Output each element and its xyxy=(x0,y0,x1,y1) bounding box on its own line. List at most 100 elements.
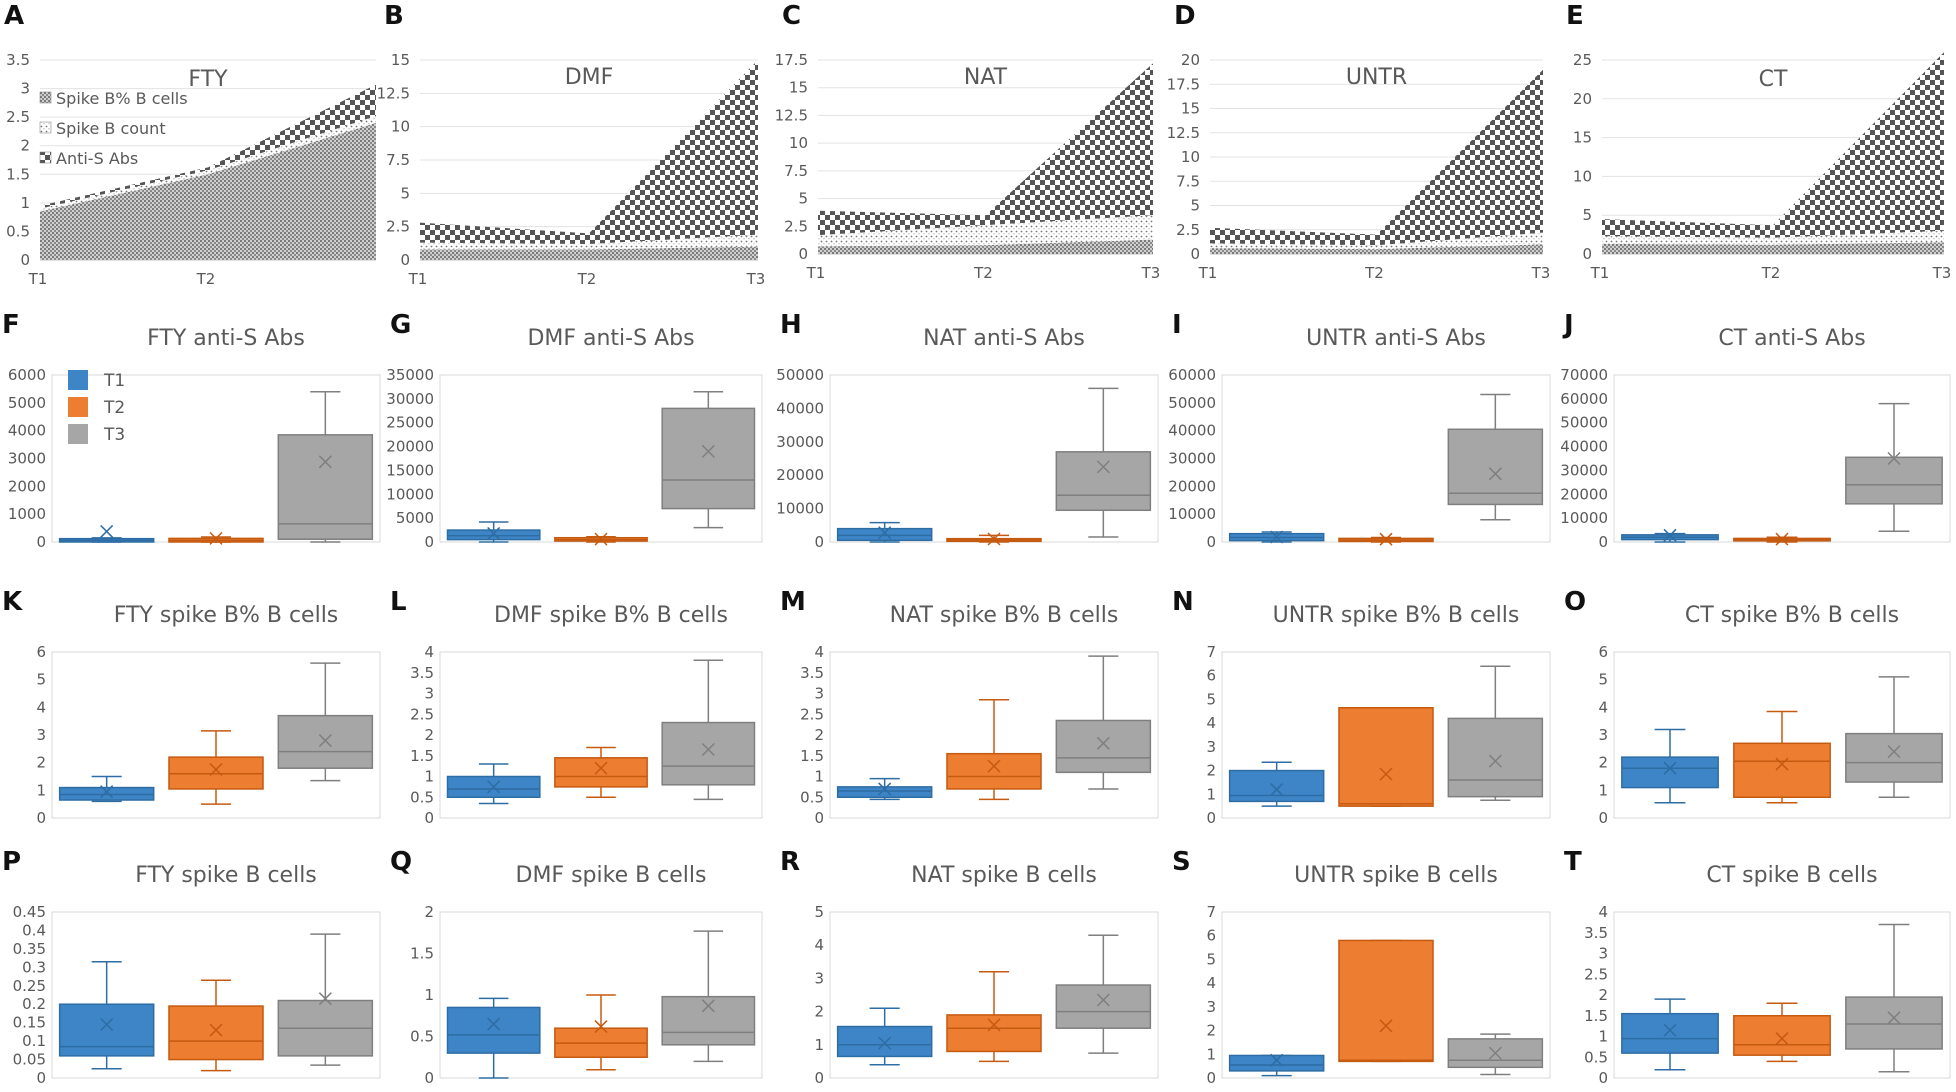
mean-marker xyxy=(878,782,892,796)
y-tick-label: 15000 xyxy=(386,461,434,479)
y-tick-label: 20000 xyxy=(776,466,824,484)
y-tick-label: 30000 xyxy=(1560,461,1608,479)
x-tick-label: T1 xyxy=(1590,264,1610,282)
chart-title: CT spike B% B cells xyxy=(1685,603,1899,628)
mean-marker xyxy=(1379,1019,1393,1033)
y-tick-label: 5000 xyxy=(8,394,46,412)
y-tick-label: 6 xyxy=(1206,667,1216,685)
y-tick-label: 5 xyxy=(1190,197,1200,215)
plot-frame xyxy=(51,651,381,819)
area-series-3 xyxy=(1602,52,1944,238)
x-tick-label: T2 xyxy=(577,270,597,288)
y-tick-label: 17.5 xyxy=(1167,75,1200,93)
mean-marker xyxy=(1096,993,1110,1007)
box-t3 xyxy=(1845,676,1943,798)
y-tick-label: 70000 xyxy=(1560,366,1608,384)
legend-label: T3 xyxy=(103,425,125,445)
y-tick-label: 20 xyxy=(1573,90,1592,108)
box-t3 xyxy=(1055,387,1152,538)
x-tick-label: T3 xyxy=(746,270,766,288)
mean-marker xyxy=(1488,467,1502,481)
area-series-3 xyxy=(818,63,1153,236)
x-tick-label: T1 xyxy=(806,264,826,282)
legend-label: Anti-S Abs xyxy=(56,149,138,168)
y-tick-label: 0 xyxy=(1190,245,1200,263)
box-t2 xyxy=(168,730,264,805)
box-t2 xyxy=(554,994,648,1071)
y-tick-label: 12.5 xyxy=(1167,124,1200,142)
y-tick-label: 2 xyxy=(1206,762,1216,780)
mean-marker xyxy=(1775,757,1789,771)
y-tick-label: 5 xyxy=(400,184,410,202)
box-iqr xyxy=(836,527,933,542)
y-tick-label: 4 xyxy=(814,936,824,954)
y-tick-label: 2 xyxy=(424,903,434,921)
box-iqr xyxy=(836,1025,933,1058)
mean-marker xyxy=(318,734,332,748)
plot-frame xyxy=(1613,651,1951,819)
panel-label: G xyxy=(390,310,411,340)
x-tick-label: T3 xyxy=(1531,264,1551,282)
chart-title: NAT anti-S Abs xyxy=(923,326,1085,351)
y-tick-label: 2 xyxy=(424,726,434,744)
y-tick-label: 30000 xyxy=(1168,450,1216,468)
area-series-1 xyxy=(40,122,376,260)
y-tick-label: 20000 xyxy=(1168,477,1216,495)
y-tick-label: 0.05 xyxy=(13,1051,46,1069)
y-tick-label: 15 xyxy=(391,51,410,69)
area-series-2 xyxy=(1602,230,1944,245)
legend-label: T2 xyxy=(103,398,125,418)
mean-marker xyxy=(487,1017,501,1031)
y-tick-label: 1 xyxy=(814,768,824,786)
y-tick-label: 40000 xyxy=(1168,422,1216,440)
box-iqr xyxy=(1228,769,1325,803)
panel-label: B xyxy=(384,1,404,31)
box-t1 xyxy=(58,524,155,543)
y-tick-label: 0.5 xyxy=(1584,1048,1608,1066)
y-tick-label: 5000 xyxy=(396,509,434,527)
y-tick-label: 1 xyxy=(1598,781,1608,799)
y-tick-label: 20000 xyxy=(386,438,434,456)
box-iqr xyxy=(554,757,648,788)
box-t1 xyxy=(58,961,155,1070)
panel-label: Q xyxy=(390,847,412,877)
box-iqr xyxy=(1055,451,1152,512)
legend-label: T1 xyxy=(103,371,125,391)
y-tick-label: 0.5 xyxy=(410,788,434,806)
y-tick-label: 15 xyxy=(789,79,808,97)
y-tick-label: 2.5 xyxy=(1176,221,1200,239)
mean-marker xyxy=(100,1017,114,1032)
y-tick-label: 7 xyxy=(1206,903,1216,921)
y-tick-label: 0.2 xyxy=(22,995,46,1013)
legend-label: Spike B count xyxy=(56,119,166,138)
chart-title: DMF xyxy=(565,65,614,90)
box-t3 xyxy=(1055,934,1152,1054)
box-t3 xyxy=(661,930,756,1063)
box-t2 xyxy=(946,698,1042,801)
box-t3 xyxy=(1447,393,1544,521)
y-tick-label: 1.5 xyxy=(410,747,434,765)
legend-swatch xyxy=(39,91,52,104)
box-iqr xyxy=(1733,742,1831,798)
y-tick-label: 3 xyxy=(1598,726,1608,744)
box-t1 xyxy=(446,997,541,1079)
y-tick-label: 3.5 xyxy=(410,664,434,682)
panel-label: H xyxy=(780,310,802,340)
y-tick-label: 10000 xyxy=(776,500,824,518)
y-tick-label: 5 xyxy=(1206,690,1216,708)
y-tick-label: 3 xyxy=(1206,998,1216,1016)
box-iqr xyxy=(1845,456,1943,505)
box-iqr xyxy=(446,529,541,541)
chart-title: FTY spike B% B cells xyxy=(114,603,339,628)
y-tick-label: 0.4 xyxy=(22,921,46,939)
y-tick-label: 0.1 xyxy=(22,1032,46,1050)
x-tick-label: T2 xyxy=(973,264,993,282)
y-tick-label: 0 xyxy=(1206,1069,1216,1087)
mean-marker xyxy=(1775,1032,1789,1046)
box-iqr xyxy=(1733,1015,1831,1056)
y-tick-label: 0.3 xyxy=(22,958,46,976)
legend-swatch xyxy=(39,121,52,134)
mean-marker xyxy=(209,763,223,777)
box-t1 xyxy=(1621,998,1719,1071)
y-tick-label: 25000 xyxy=(386,414,434,432)
